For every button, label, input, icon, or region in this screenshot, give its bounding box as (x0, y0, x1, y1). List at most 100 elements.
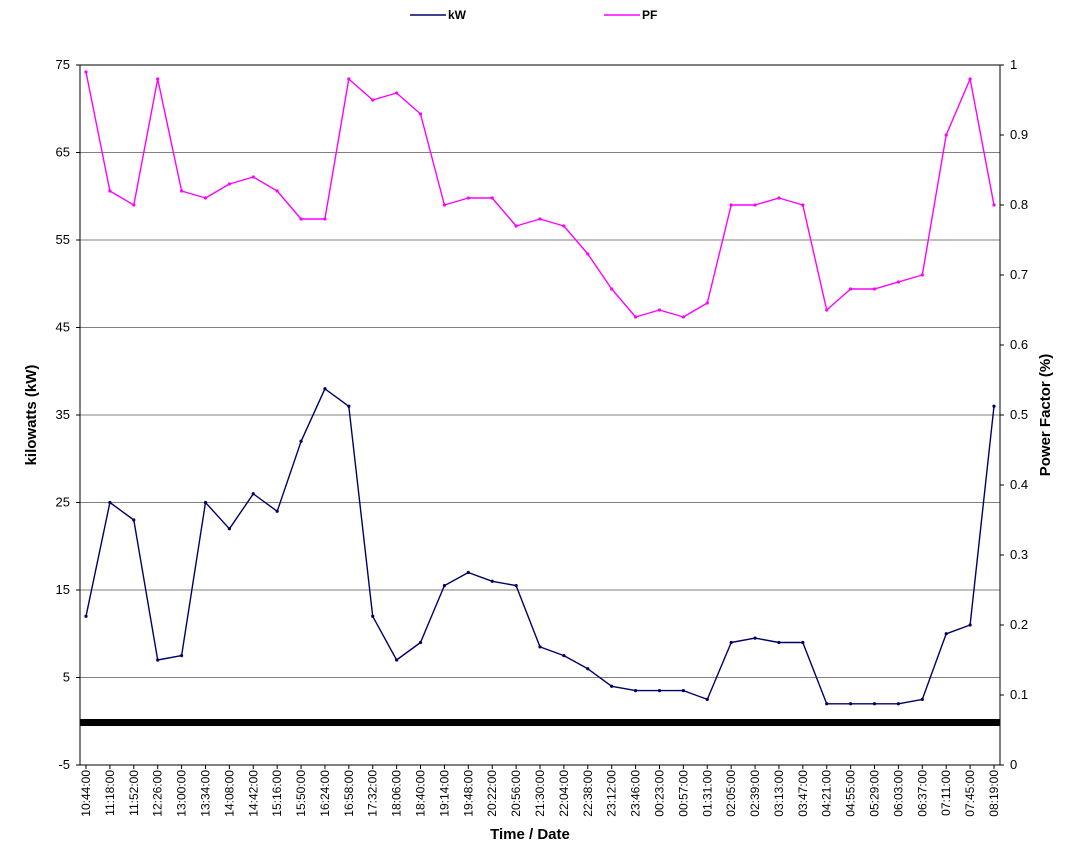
data-point-pf (323, 217, 327, 221)
data-point-kw (705, 697, 709, 701)
x-tick-label: 21:30:00 (533, 770, 547, 817)
data-point-pf (132, 203, 136, 207)
x-tick-label: 04:21:00 (820, 770, 834, 817)
data-point-pf (729, 203, 733, 207)
x-tick-label: 23:12:00 (605, 770, 619, 817)
data-point-pf (371, 98, 375, 102)
data-point-pf (944, 133, 948, 137)
data-point-pf (203, 196, 208, 200)
data-point-pf (872, 287, 877, 291)
x-tick-label: 14:42:00 (246, 770, 260, 817)
data-point-pf (275, 189, 279, 193)
data-point-pf (705, 301, 709, 305)
data-point-kw (681, 689, 685, 693)
legend: kW PF (410, 8, 657, 22)
y2-tick-label: 0.7 (1010, 267, 1028, 282)
data-point-pf (610, 287, 614, 291)
y-tick-label: 45 (56, 320, 70, 335)
x-tick-label: 19:14:00 (437, 770, 451, 817)
x-tick-label: 14:08:00 (222, 770, 236, 817)
x-axis-ticks: 10:44:00 11:18:00 11:52:00 12:26:00 13:00:00… (79, 765, 1001, 817)
x-tick-label: 07:45:00 (963, 770, 977, 817)
y-tick-label: 65 (56, 145, 70, 160)
data-point-kw (347, 404, 351, 408)
data-point-pf (920, 273, 924, 277)
y-tick-label: 15 (56, 582, 70, 597)
x-tick-label: 12:26:00 (151, 770, 165, 817)
data-point-kw (610, 684, 614, 688)
x-tick-label: 10:44:00 (79, 770, 93, 817)
data-point-pf (992, 203, 996, 207)
data-point-kw (275, 509, 279, 513)
x-tick-label: 16:24:00 (318, 770, 332, 817)
data-point-pf (896, 280, 901, 284)
x-tick-label: 03:47:00 (796, 770, 810, 817)
data-point-kw (84, 614, 88, 618)
data-point-kw (371, 614, 375, 618)
x-tick-label: 06:37:00 (915, 770, 929, 817)
data-point-kw (514, 584, 518, 588)
y2-tick-label: 0.6 (1010, 337, 1028, 352)
data-point-kw (156, 658, 160, 662)
x-tick-label: 13:00:00 (175, 770, 189, 817)
x-tick-label: 17:32:00 (366, 770, 380, 817)
data-point-pf (538, 217, 542, 221)
x-tick-label: 18:06:00 (390, 770, 404, 817)
data-point-kw (896, 702, 901, 706)
y2-tick-label: 0.3 (1010, 547, 1028, 562)
data-point-pf (251, 175, 255, 179)
series-line-pf (85, 71, 995, 318)
x-axis-title: Time / Date (490, 826, 570, 843)
data-point-kw (227, 527, 231, 531)
data-point-kw (872, 702, 877, 706)
data-point-kw (466, 570, 470, 575)
data-point-pf (514, 224, 518, 228)
series-line-kw (85, 388, 995, 705)
data-point-kw (729, 640, 733, 645)
data-point-pf (753, 203, 757, 207)
data-point-pf (442, 203, 447, 207)
data-point-kw (849, 702, 853, 706)
x-tick-label: 22:04:00 (557, 770, 571, 817)
data-point-kw (251, 492, 255, 496)
data-point-kw (179, 654, 184, 658)
data-point-pf (395, 91, 399, 95)
y2-tick-label: 0.8 (1010, 197, 1028, 212)
x-tick-label: 23:46:00 (629, 770, 643, 817)
y-tick-label: 5 (63, 670, 70, 685)
x-tick-label: 20:56:00 (509, 770, 523, 817)
x-tick-label: 06:03:00 (891, 770, 905, 817)
data-point-kw (777, 640, 781, 645)
data-point-pf (562, 224, 566, 228)
gridlines (80, 152, 1000, 678)
data-point-kw (299, 439, 303, 443)
y-tick-label: -5 (58, 757, 70, 772)
x-tick-label: 11:52:00 (127, 770, 141, 816)
x-tick-label: 05:29:00 (868, 770, 882, 817)
data-point-pf (227, 182, 231, 186)
y2-tick-label: 0.5 (1010, 407, 1028, 422)
x-tick-label: 00:57:00 (676, 770, 690, 817)
y2-tick-label: 0 (1010, 757, 1017, 772)
data-point-kw (825, 702, 829, 706)
x-tick-label: 03:13:00 (772, 770, 786, 817)
legend-kw-label: kW (448, 8, 467, 22)
y2-tick-label: 1 (1010, 57, 1017, 72)
y-tick-label: 35 (56, 407, 70, 422)
data-point-pf (633, 315, 638, 319)
y-tick-label: 25 (56, 495, 70, 510)
data-point-kw (323, 387, 327, 391)
data-point-pf (968, 77, 972, 81)
x-tick-label: 02:05:00 (724, 770, 738, 817)
data-point-kw (920, 697, 924, 701)
zero-baseline-bar (80, 719, 1000, 726)
data-point-kw (203, 500, 208, 505)
x-tick-label: 22:38:00 (581, 770, 595, 817)
x-tick-label: 13:34:00 (198, 770, 212, 817)
legend-pf-label: PF (642, 8, 657, 22)
x-tick-label: 18:40:00 (414, 770, 428, 817)
x-tick-label: 16:58:00 (342, 770, 356, 817)
data-point-pf (849, 287, 853, 291)
data-point-kw (562, 654, 566, 658)
